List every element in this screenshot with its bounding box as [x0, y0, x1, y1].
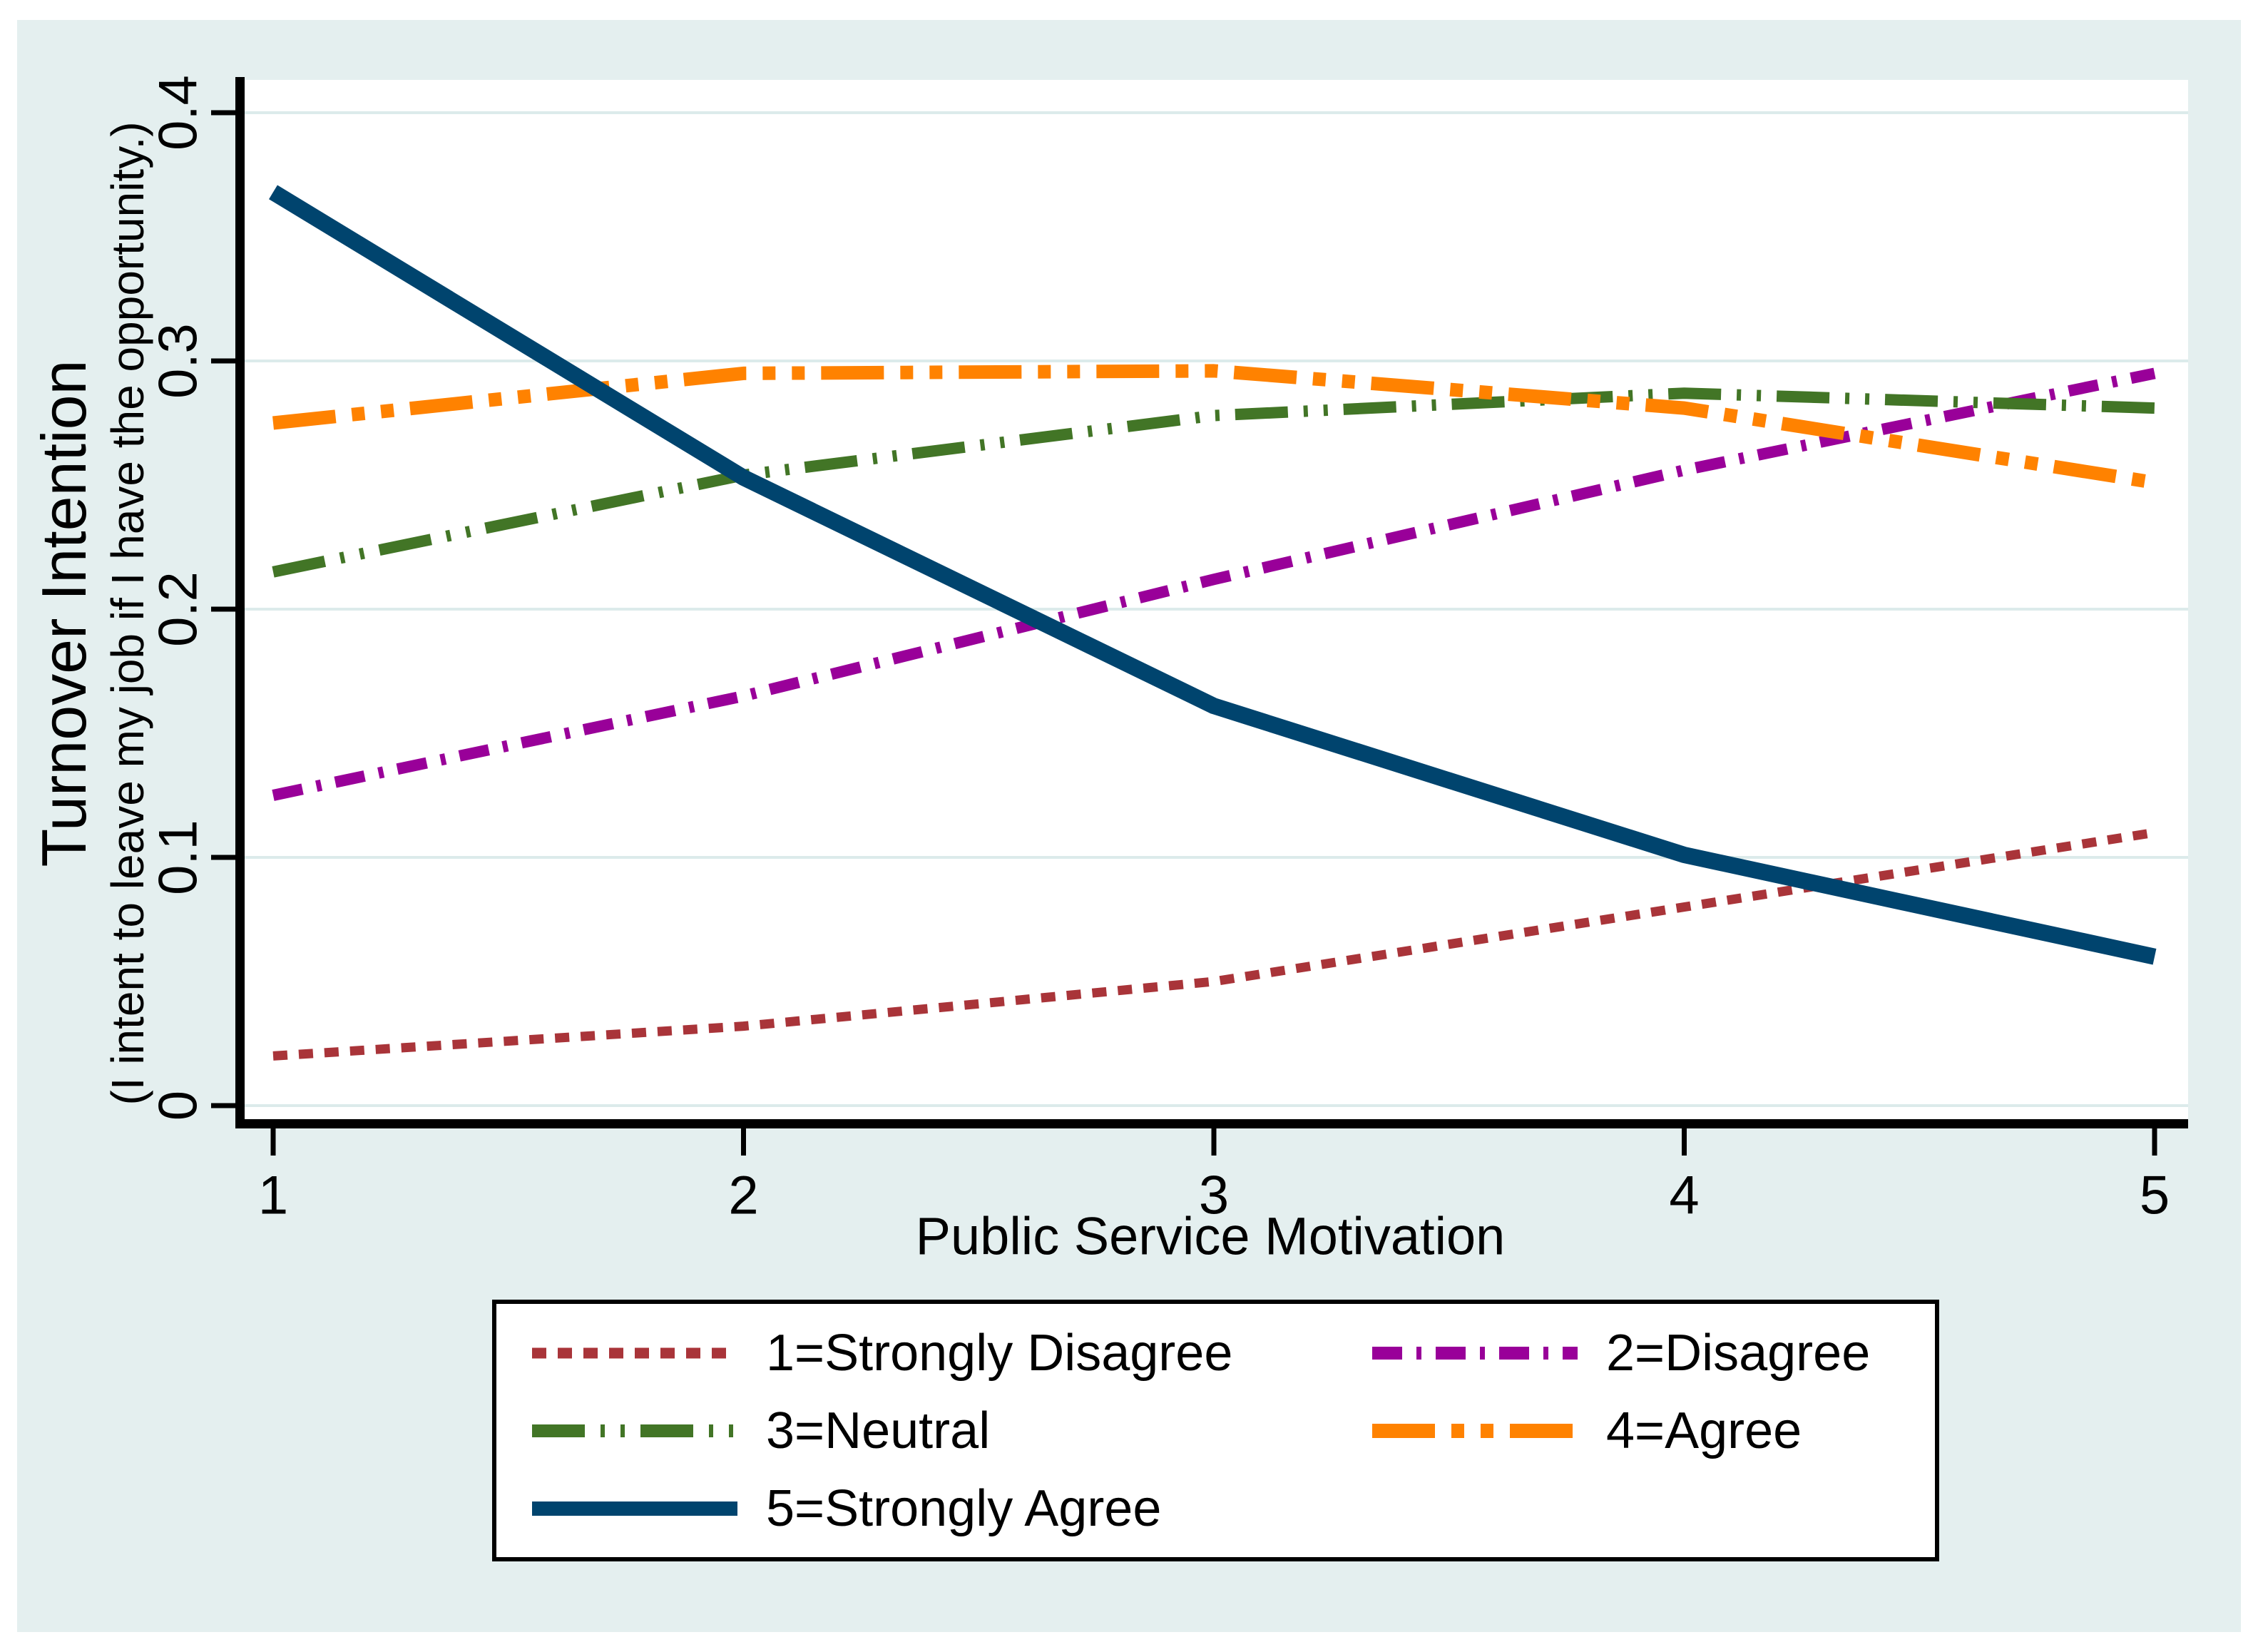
solid-line-icon [532, 1501, 737, 1516]
x-tick-label: 5 [2139, 1165, 2170, 1226]
x-tick [2152, 1128, 2157, 1156]
legend-label: 5=Strongly Agree [766, 1479, 1162, 1537]
y-tick [211, 358, 235, 364]
y-tick [211, 606, 235, 612]
legend-label: 4=Agree [1606, 1402, 1802, 1459]
plot-area [237, 80, 2188, 1128]
x-tick-label: 2 [728, 1165, 759, 1226]
y-axis-line [235, 77, 245, 1128]
legend: 1=Strongly Disagree 2=Disagree 3=Neutral… [492, 1300, 1939, 1561]
y-tick [211, 110, 235, 116]
x-axis-line [235, 1119, 2188, 1128]
legend-item-disagree: 2=Disagree [1371, 1314, 1928, 1392]
dotted-line-icon [532, 1347, 737, 1358]
y-tick [211, 1103, 235, 1108]
y-tick-label: 0.1 [148, 820, 209, 895]
legend-label: 3=Neutral [766, 1402, 991, 1459]
x-tick-label: 4 [1669, 1165, 1700, 1226]
dash-dot-dot-line-icon [532, 1424, 737, 1437]
y-tick-label: 0 [148, 1090, 209, 1121]
y-tick-label: 0.2 [148, 571, 209, 647]
dash-dot-dot-line-icon [1372, 1423, 1578, 1438]
x-axis-title: Public Service Motivation [915, 1206, 1506, 1266]
y-axis-title-sub: (I intent to leave my job if I have the … [102, 121, 153, 1106]
dash-dot-line-icon [1372, 1346, 1578, 1360]
y-tick [211, 855, 235, 860]
x-tick-label: 1 [257, 1165, 289, 1226]
y-axis-title: Turnover Intention (I intent to leave my… [28, 7, 155, 1220]
legend-label: 2=Disagree [1606, 1324, 1871, 1382]
legend-item-agree: 4=Agree [1371, 1392, 1928, 1469]
y-axis-title-main: Turnover Intention [29, 360, 99, 867]
legend-grid: 1=Strongly Disagree 2=Disagree 3=Neutral… [496, 1304, 1935, 1557]
x-tick [270, 1128, 276, 1156]
y-tick-label: 0.3 [148, 323, 209, 399]
x-tick [1682, 1128, 1687, 1156]
y-tick-label: 0.4 [148, 75, 209, 151]
x-tick-label: 3 [1198, 1165, 1230, 1226]
x-tick [1211, 1128, 1217, 1156]
legend-label: 1=Strongly Disagree [766, 1324, 1233, 1382]
legend-item-neutral: 3=Neutral [531, 1392, 1371, 1469]
series-line [269, 185, 2157, 965]
legend-item-strongly-disagree: 1=Strongly Disagree [531, 1314, 1371, 1392]
x-tick [741, 1128, 746, 1156]
legend-item-strongly-agree: 5=Strongly Agree [531, 1469, 1371, 1547]
